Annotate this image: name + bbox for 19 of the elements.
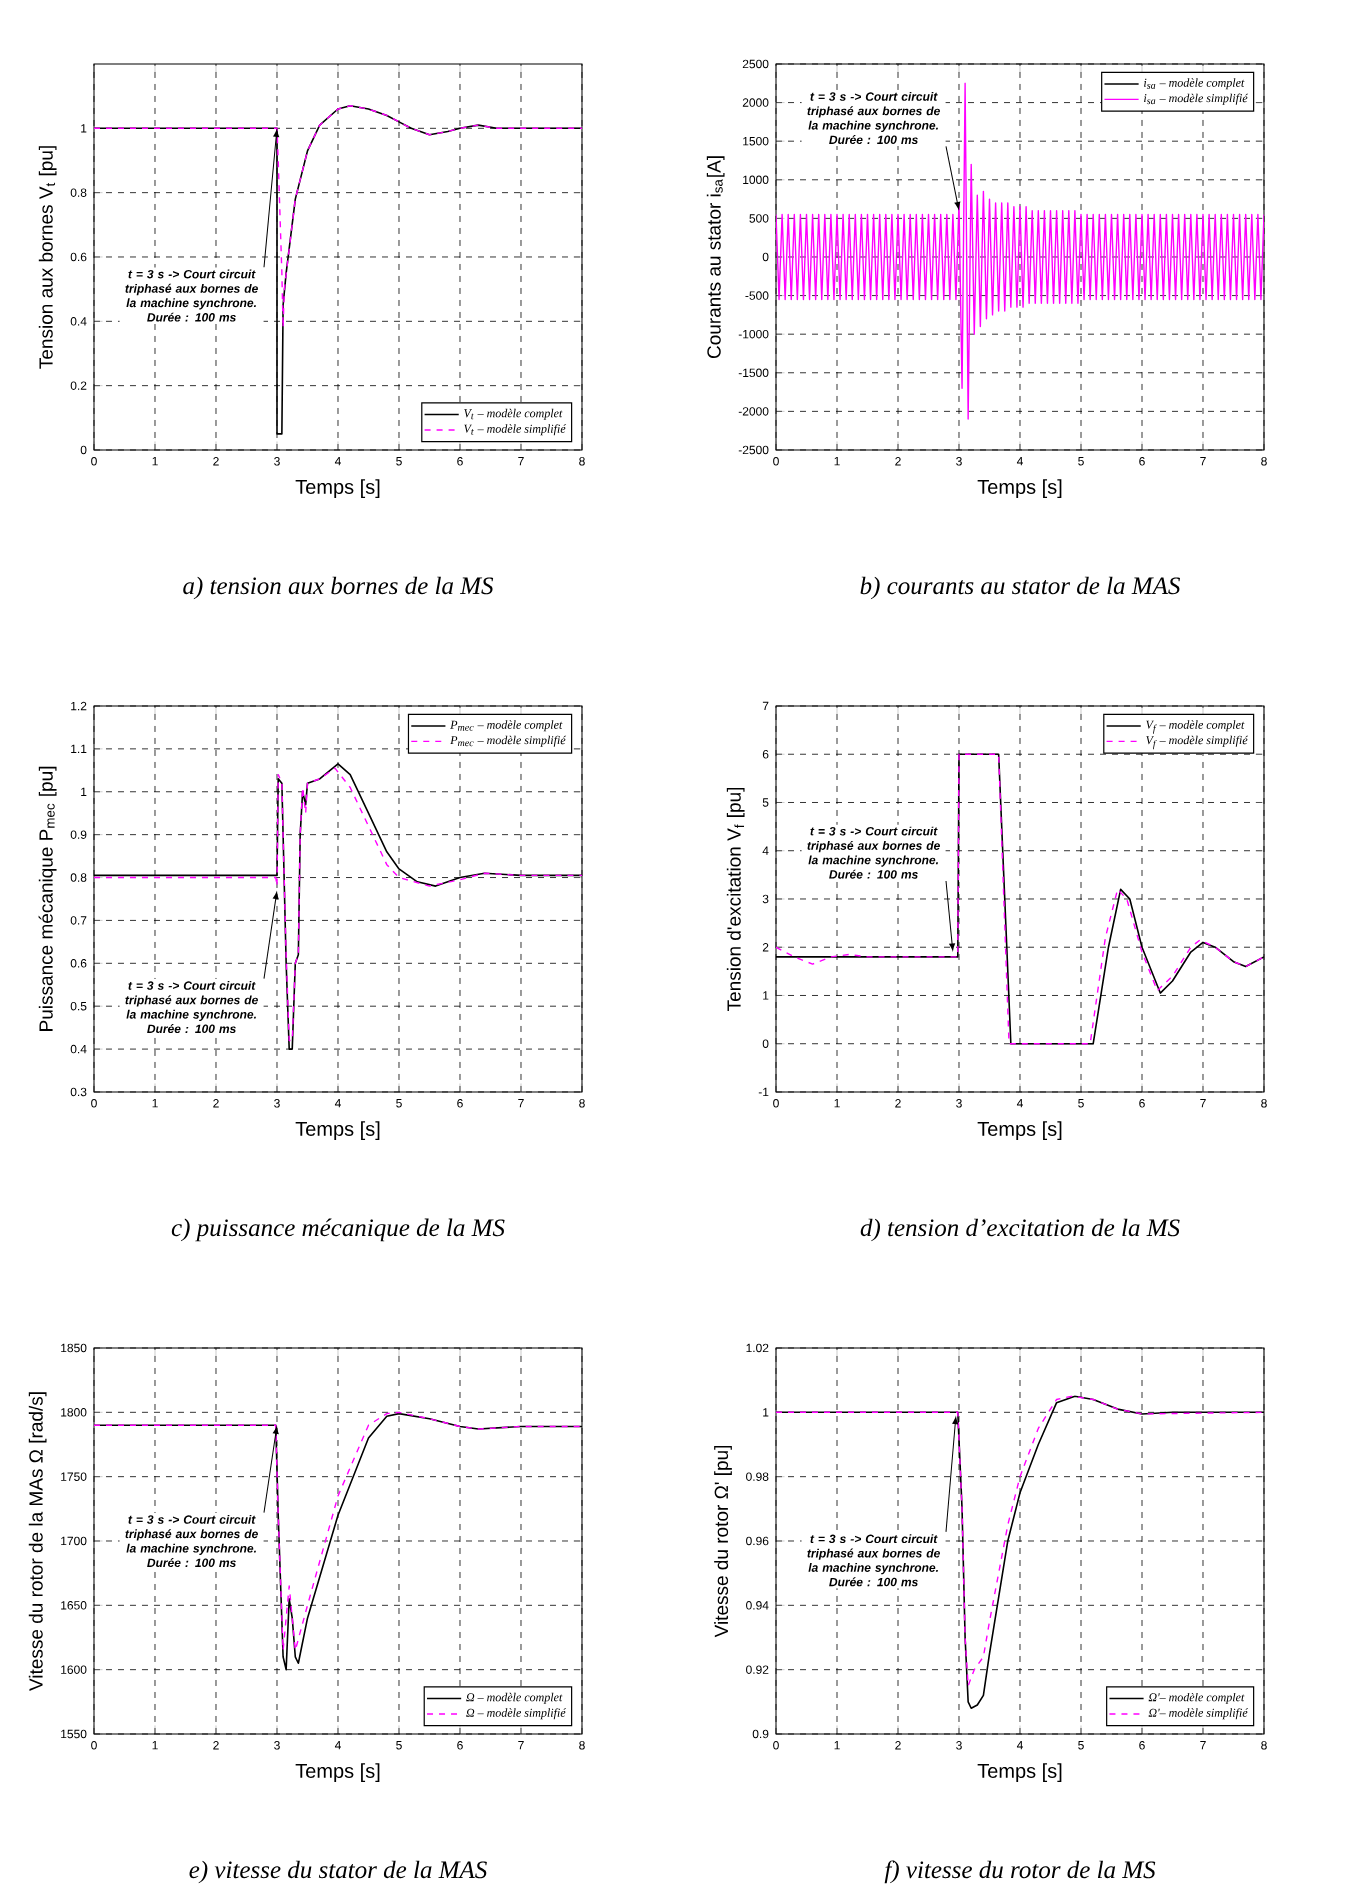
text: f) vitesse du rotor de la MS (884, 1860, 1156, 1884)
x-axis-title: Temps [s] (295, 1763, 380, 1782)
text: c) puissance mécanique de la MS (171, 1218, 505, 1242)
line-series (776, 82, 1264, 420)
y-axis-title: Courants au stator i$_{sa}$[A] (706, 156, 725, 359)
y-axis-title: Puissance mécanique P$_{mec}$ [pu] (38, 766, 57, 1031)
y-axis-title: Vitesse du rotor Ω' [pu] (714, 1445, 732, 1638)
x-axis-title: Temps [s] (977, 479, 1062, 498)
x-axis-title: Temps [s] (977, 1763, 1062, 1782)
text: a) tension aux bornes de la MS (183, 576, 494, 600)
y-axis-title: Tension aux bornes V$_{t}$ [pu] (38, 146, 57, 369)
x-axis-title: Temps [s] (295, 1121, 380, 1140)
x-axis-title: Temps [s] (977, 1121, 1062, 1140)
x-axis-title: Temps [s] (295, 479, 380, 498)
y-axis-title: Vitesse du rotor de la MAs Ω [rad/s] (28, 1392, 47, 1691)
text: d) tension d’excitation de la MS (860, 1218, 1180, 1242)
text: e) vitesse du stator de la MAS (189, 1860, 487, 1884)
text: b) courants au stator de la MAS (860, 576, 1181, 600)
y-axis-title: Tension d'excitation V$_{f}$ [pu] (726, 787, 745, 1011)
